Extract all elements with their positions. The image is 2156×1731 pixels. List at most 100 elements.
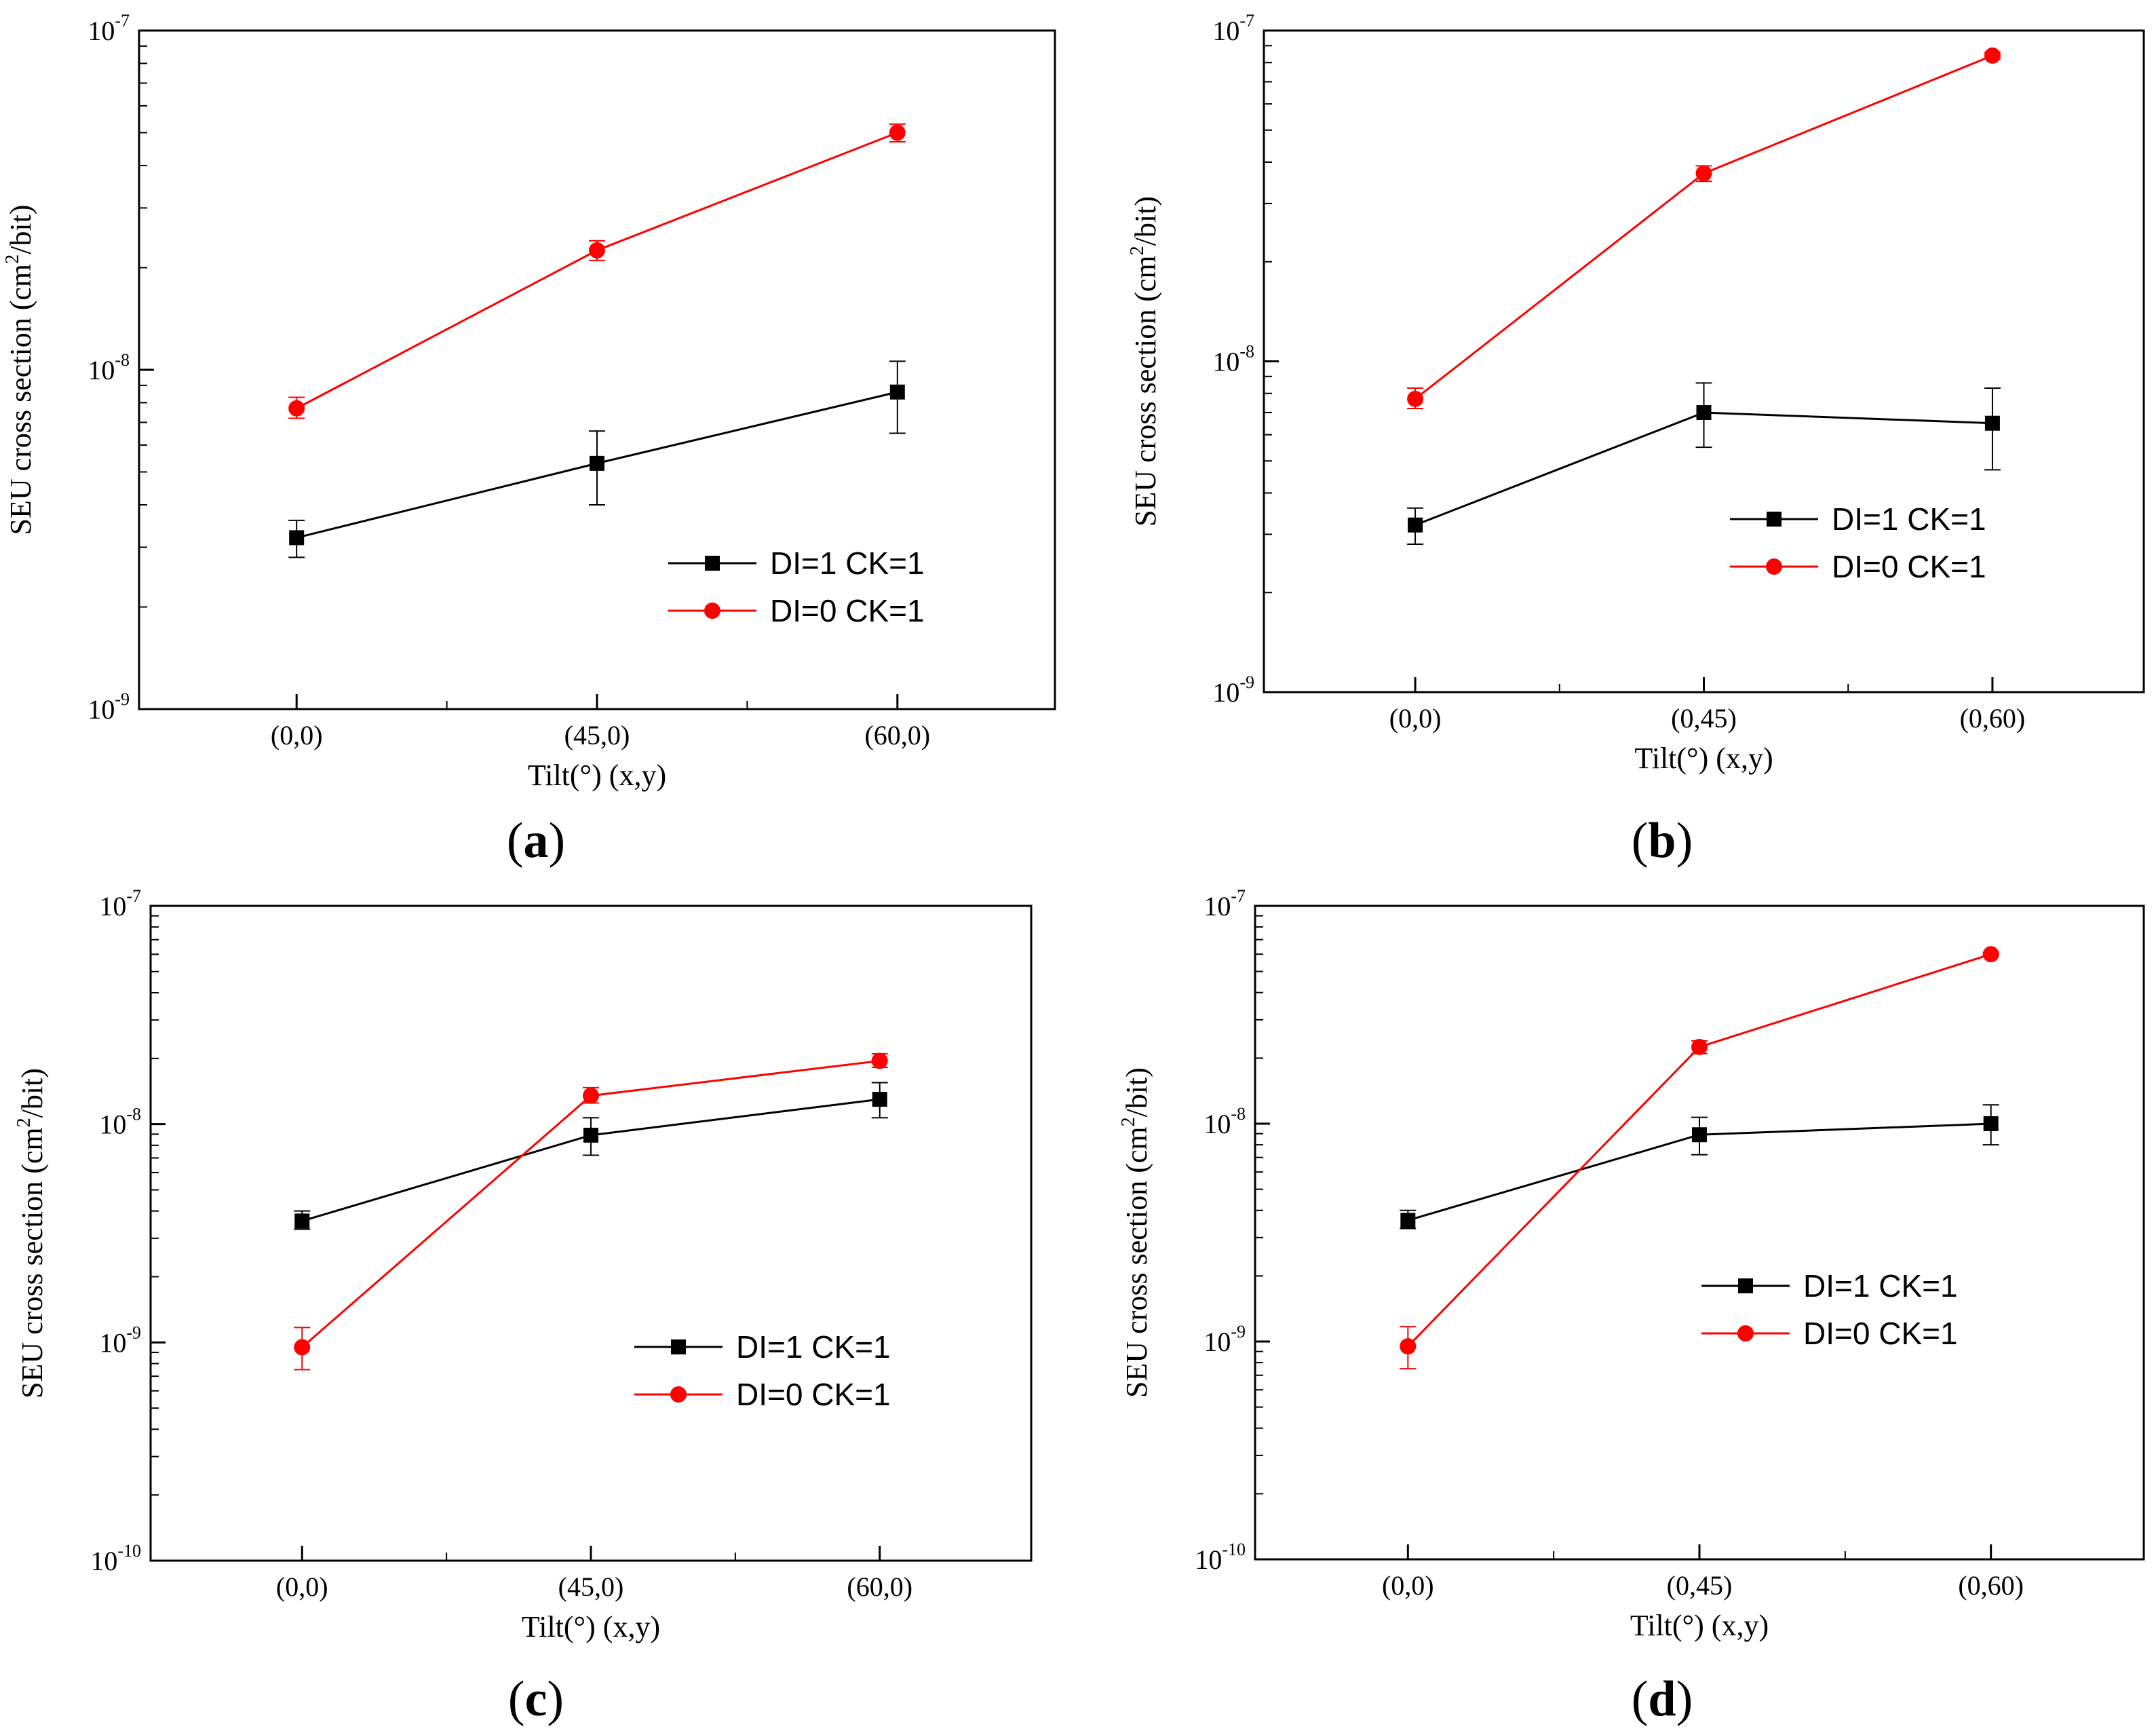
y-tick-label: 10-8 bbox=[88, 350, 130, 385]
y-tick-label: 10-9 bbox=[99, 1323, 141, 1358]
legend-marker-square bbox=[705, 556, 720, 571]
y-axis-title-main: SEU cross section (cm bbox=[1129, 255, 1162, 527]
data-point-circle bbox=[1400, 1338, 1417, 1355]
y-tick-label: 10-8 bbox=[99, 1105, 141, 1140]
data-point-circle bbox=[288, 400, 305, 417]
y-tick-base: 10 bbox=[1212, 347, 1239, 377]
y-tick-base: 10 bbox=[99, 1109, 126, 1140]
y-tick-label: 10-7 bbox=[88, 11, 130, 46]
y-tick-base: 10 bbox=[88, 694, 115, 725]
y-tick-base: 10 bbox=[88, 355, 115, 385]
y-axis-title-superscript: 2 bbox=[2, 254, 23, 264]
x-tick-label: (60,0) bbox=[847, 1572, 912, 1602]
y-tick-exponent: -9 bbox=[126, 1323, 141, 1342]
panel-label-letter: a bbox=[524, 813, 549, 869]
y-tick-label: 10-8 bbox=[1212, 342, 1254, 377]
y-tick-label: 10-10 bbox=[90, 1541, 141, 1576]
y-tick-label: 10-8 bbox=[1204, 1104, 1246, 1139]
x-tick-label: (60,0) bbox=[864, 720, 930, 750]
x-tick-label: (0,45) bbox=[1671, 703, 1737, 734]
legend-label: DI=0 CK=1 bbox=[1803, 1316, 1958, 1351]
series-line bbox=[1414, 54, 1993, 400]
y-axis-title-main: SEU cross section (cm bbox=[16, 1127, 49, 1399]
legend-label: DI=1 CK=1 bbox=[1832, 501, 1986, 537]
panel-label-c: (c) bbox=[508, 1671, 564, 1727]
series-line bbox=[296, 132, 898, 410]
y-axis-title-main: SEU cross section (cm bbox=[4, 264, 37, 535]
x-tick-label: (0,60) bbox=[1958, 1570, 2024, 1601]
panel-label-letter: d bbox=[1648, 1671, 1676, 1727]
data-point-circle bbox=[1982, 946, 1999, 963]
legend-label: DI=0 CK=1 bbox=[1832, 549, 1986, 584]
y-tick-exponent: -10 bbox=[1222, 1540, 1246, 1559]
data-point-square bbox=[1984, 415, 2000, 431]
data-point-circle bbox=[1691, 1038, 1708, 1055]
legend-label: DI=0 CK=1 bbox=[736, 1377, 891, 1412]
legend-label: DI=1 CK=1 bbox=[1803, 1268, 1958, 1304]
y-tick-exponent: -8 bbox=[115, 350, 130, 370]
legend-marker-circle bbox=[670, 1386, 687, 1403]
y-tick-base: 10 bbox=[1204, 1109, 1231, 1139]
y-axis-title: SEU cross section (cm2/bit) bbox=[1118, 1067, 1153, 1398]
y-tick-label: 10-10 bbox=[1195, 1540, 1246, 1575]
data-point-square bbox=[1696, 405, 1712, 421]
y-tick-label: 10-7 bbox=[1212, 11, 1254, 46]
data-point-square bbox=[294, 1213, 310, 1229]
y-tick-label: 10-9 bbox=[88, 689, 130, 725]
data-point-circle bbox=[583, 1087, 599, 1104]
data-point-circle bbox=[1695, 165, 1712, 182]
y-axis-title-end: /bit) bbox=[4, 205, 37, 254]
y-tick-label: 10-9 bbox=[1212, 672, 1254, 708]
legend-marker-square bbox=[1767, 512, 1782, 527]
y-tick-exponent: -8 bbox=[126, 1105, 141, 1124]
x-tick-label: (0,0) bbox=[276, 1572, 328, 1602]
y-axis-title-end: /bit) bbox=[1129, 196, 1162, 246]
y-tick-exponent: -10 bbox=[117, 1541, 141, 1561]
chart-panel-d: 10-710-810-910-10(0,0) (0,45) (0,60)Tilt(°… bbox=[1118, 886, 2145, 1642]
data-point-square bbox=[289, 530, 305, 546]
panel-label-letter: b bbox=[1648, 813, 1676, 869]
panel-label-letter: c bbox=[525, 1671, 547, 1727]
data-point-square bbox=[1983, 1116, 1999, 1131]
data-point-circle bbox=[1407, 390, 1424, 407]
y-axis-title: SEU cross section (cm2/bit) bbox=[1127, 196, 1162, 527]
data-point-circle bbox=[1984, 47, 2001, 64]
y-axis-title: SEU cross section (cm2/bit) bbox=[2, 205, 37, 535]
legend-marker-circle bbox=[1766, 558, 1782, 575]
panel-label-a: (a) bbox=[507, 813, 565, 869]
data-point-square bbox=[590, 455, 604, 471]
x-tick-label: (0,0) bbox=[271, 720, 323, 750]
data-point-square bbox=[889, 384, 905, 400]
x-tick-label: (0,45) bbox=[1667, 1570, 1733, 1601]
y-tick-base: 10 bbox=[1212, 16, 1239, 46]
data-point-circle bbox=[871, 1052, 888, 1069]
data-point-square bbox=[1400, 1213, 1416, 1228]
legend-marker-square bbox=[1738, 1278, 1753, 1293]
x-tick-label: (45,0) bbox=[564, 720, 630, 750]
y-axis-title-superscript: 2 bbox=[1118, 1117, 1139, 1126]
x-tick-label: (0,0) bbox=[1389, 703, 1442, 734]
y-tick-exponent: -7 bbox=[115, 11, 130, 31]
x-axis-title: Tilt(°) (x,y) bbox=[1634, 742, 1773, 775]
y-tick-label: 10-7 bbox=[1204, 886, 1246, 921]
y-tick-exponent: -7 bbox=[1239, 11, 1254, 31]
y-tick-exponent: -8 bbox=[1239, 342, 1254, 362]
plot-frame bbox=[1254, 905, 2145, 1561]
panel-label-d-text: (d) bbox=[1632, 1671, 1693, 1727]
legend-marker-circle bbox=[1737, 1325, 1754, 1342]
panel-label-c-text: (c) bbox=[508, 1671, 564, 1727]
panel-label-d: (d) bbox=[1632, 1671, 1693, 1727]
y-tick-exponent: -9 bbox=[1239, 672, 1254, 692]
y-tick-exponent: -9 bbox=[1231, 1322, 1246, 1342]
x-axis-title: Tilt(°) (x,y) bbox=[1630, 1609, 1769, 1642]
x-tick-label: (45,0) bbox=[558, 1572, 624, 1602]
x-axis-title: Tilt(°) (x,y) bbox=[528, 759, 666, 792]
y-tick-base: 10 bbox=[1204, 1327, 1231, 1357]
y-tick-label: 10-7 bbox=[99, 886, 141, 921]
panel-label-a-text: (a) bbox=[507, 813, 565, 869]
data-point-circle bbox=[589, 242, 605, 259]
y-axis-title-superscript: 2 bbox=[1127, 246, 1148, 255]
y-tick-label: 10-9 bbox=[1204, 1322, 1246, 1357]
y-tick-base: 10 bbox=[1212, 677, 1239, 708]
data-point-circle bbox=[889, 124, 906, 141]
